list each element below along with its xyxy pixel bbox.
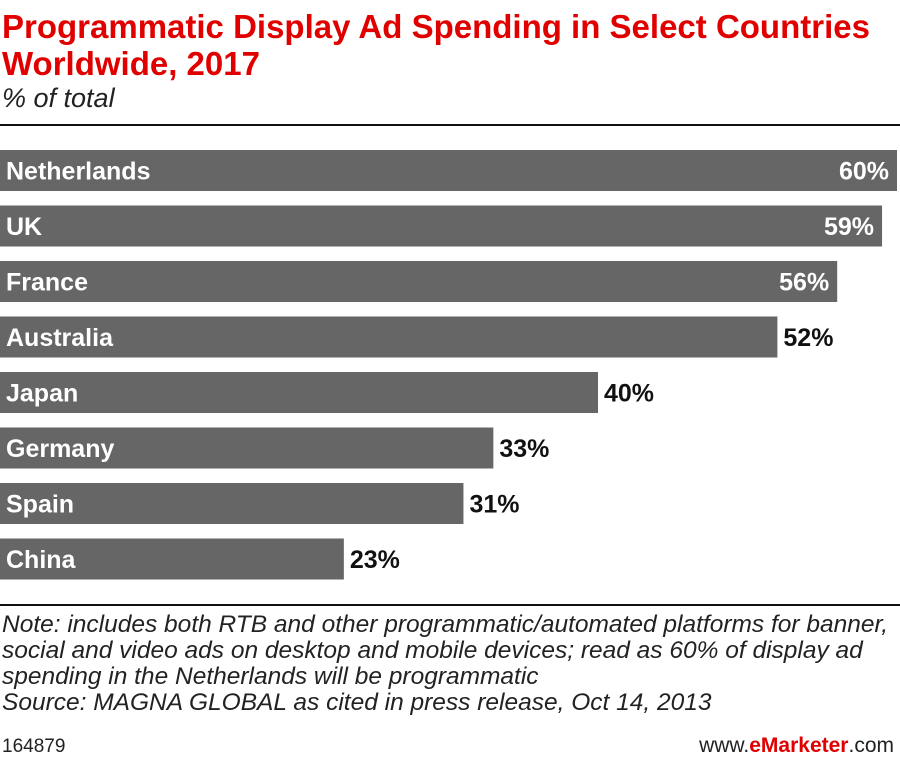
category-label-uk: UK — [6, 213, 42, 241]
value-label-netherlands: 60% — [839, 158, 889, 186]
bar-china — [0, 538, 344, 580]
chart-notes: Note: includes both RTB and other progra… — [2, 612, 897, 716]
category-label-france: France — [6, 269, 88, 297]
chart-title: Programmatic Display Ad Spending in Sele… — [2, 8, 870, 82]
bar-germany — [0, 427, 494, 469]
brand-link[interactable]: www.eMarketer.com — [699, 734, 894, 758]
brand-prefix: www. — [699, 734, 750, 757]
chart-id: 164879 — [2, 736, 66, 757]
bar-spain — [0, 483, 464, 524]
category-label-australia: Australia — [6, 324, 114, 352]
chart-subtitle: % of total — [2, 83, 115, 113]
bar-chart: Netherlands 60% UK 59% France 56% Australia 52%… — [0, 150, 897, 580]
value-label-germany: 33% — [499, 435, 549, 463]
bar-japan — [0, 372, 598, 413]
category-label-spain: Spain — [6, 491, 74, 519]
source-text: Source: MAGNA GLOBAL as cited in press r… — [2, 689, 712, 716]
bar-netherlands — [0, 150, 897, 191]
value-label-japan: 40% — [604, 380, 654, 408]
category-label-japan: Japan — [6, 380, 78, 408]
bar-australia — [0, 316, 778, 358]
bar-france — [0, 261, 838, 302]
top-divider — [0, 124, 900, 126]
value-label-spain: 31% — [469, 491, 519, 519]
value-label-australia: 52% — [783, 324, 833, 352]
brand-name: eMarketer — [749, 734, 849, 757]
value-label-uk: 59% — [824, 213, 874, 241]
bar-uk — [0, 205, 883, 247]
value-label-france: 56% — [779, 269, 829, 297]
value-label-china: 23% — [350, 546, 400, 574]
category-label-netherlands: Netherlands — [6, 158, 150, 186]
bottom-divider — [0, 604, 900, 606]
category-label-germany: Germany — [6, 435, 114, 463]
note-text: Note: includes both RTB and other progra… — [2, 611, 889, 690]
category-label-china: China — [6, 546, 77, 574]
brand-suffix: .com — [848, 734, 894, 757]
